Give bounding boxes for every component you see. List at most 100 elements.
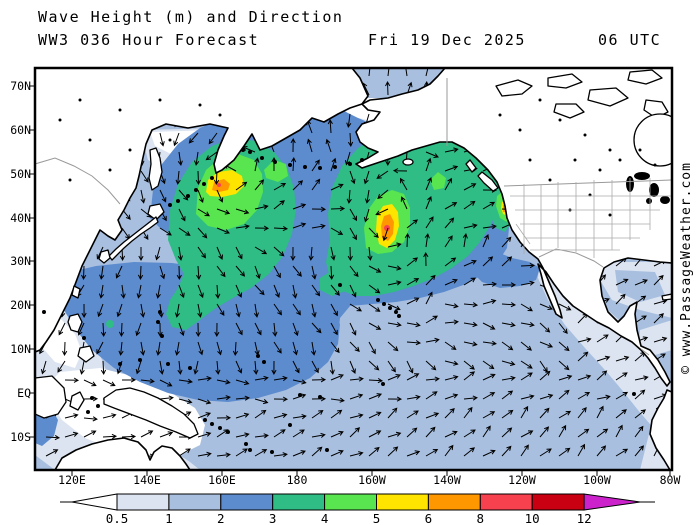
lon-tick-label: 140W bbox=[433, 473, 461, 487]
lat-tick-label: 70N bbox=[10, 79, 31, 93]
island-dot bbox=[248, 448, 252, 452]
lake-speck bbox=[608, 213, 612, 217]
luzon-island bbox=[67, 313, 83, 333]
island-dot bbox=[203, 418, 207, 422]
island-dot bbox=[90, 396, 94, 400]
colorbar-value-label: 4 bbox=[321, 511, 329, 525]
island-dot bbox=[194, 188, 198, 192]
new-guinea-island bbox=[103, 387, 199, 439]
island-dot bbox=[382, 302, 386, 306]
island-dot bbox=[270, 450, 274, 454]
north-america-landmass bbox=[355, 69, 671, 387]
colorbar-segment bbox=[427, 493, 481, 511]
guatemala-border bbox=[640, 348, 650, 356]
island-dot bbox=[318, 166, 322, 170]
lat-tick-label: 50N bbox=[10, 167, 31, 181]
taiwan-island bbox=[71, 285, 81, 299]
arctic-island bbox=[587, 87, 629, 107]
longitude-labels: 120E 140E 160E 180 160W 140W 120W 100W 80W bbox=[58, 470, 680, 487]
lon-tick-label: 160W bbox=[358, 473, 386, 487]
lake-speck bbox=[78, 98, 82, 102]
lake-speck bbox=[548, 178, 552, 182]
sakhalin-island bbox=[148, 147, 163, 191]
lake-speck bbox=[58, 118, 62, 122]
lat-tick-label: 10N bbox=[10, 342, 31, 356]
island-dot bbox=[96, 404, 100, 408]
asia-landmass bbox=[36, 69, 369, 353]
island-dot bbox=[226, 430, 230, 434]
colorbar-value-label: 8 bbox=[477, 511, 485, 525]
island-dot bbox=[138, 358, 142, 362]
island-dot bbox=[186, 194, 190, 198]
island-dot bbox=[303, 165, 307, 169]
model-forecast-label: WW3 036 Hour Forecast bbox=[38, 31, 260, 49]
island-dot bbox=[394, 310, 398, 314]
latitude-labels: 70N 60N 50N 40N 30N 20N 10N EQ 10S bbox=[10, 79, 35, 444]
colorbar-segment bbox=[479, 493, 533, 511]
island-dot bbox=[397, 314, 401, 318]
lake-speck bbox=[158, 98, 162, 102]
inland-lake-specks bbox=[58, 98, 657, 217]
island-dot bbox=[388, 306, 392, 310]
political-borders bbox=[36, 78, 671, 356]
lake-speck bbox=[583, 133, 587, 137]
colorbar-value-label: 2 bbox=[217, 511, 225, 525]
colorbar-value-label: 12 bbox=[577, 511, 592, 525]
colorbar-legend: 0.5 1 2 3 4 5 6 8 10 12 bbox=[60, 493, 655, 525]
island-dot bbox=[160, 334, 164, 338]
lat-tick-label: 60N bbox=[10, 123, 31, 137]
mindanao-island bbox=[77, 345, 95, 363]
island-dot bbox=[241, 148, 245, 152]
watermark-text: © www.PassageWeather.com bbox=[679, 162, 694, 374]
lake-speck bbox=[638, 148, 642, 152]
lake-speck bbox=[538, 98, 542, 102]
great-lake bbox=[646, 198, 652, 204]
lat-tick-label: 20N bbox=[10, 298, 31, 312]
lat-tick-label: EQ bbox=[17, 386, 31, 400]
colorbar-segment bbox=[220, 493, 274, 511]
arctic-island bbox=[553, 103, 585, 119]
australia-landmass bbox=[54, 437, 191, 469]
island-dot bbox=[218, 426, 222, 430]
kodiak-island bbox=[402, 158, 414, 166]
kyushu-island bbox=[98, 249, 111, 264]
lake-speck bbox=[118, 108, 122, 112]
island-dot bbox=[202, 182, 206, 186]
lake-speck bbox=[518, 128, 522, 132]
lake-speck bbox=[573, 158, 577, 162]
island-dot bbox=[156, 320, 160, 324]
colorbar-value-label: 3 bbox=[269, 511, 277, 525]
lon-tick-label: 180 bbox=[287, 473, 308, 487]
sulawesi-island bbox=[69, 391, 85, 411]
colorbar-right-arrow bbox=[583, 493, 641, 511]
lat-tick-label: 30N bbox=[10, 254, 31, 268]
lake-speck bbox=[218, 113, 222, 117]
lon-tick-label: 120E bbox=[58, 473, 86, 487]
lon-tick-label: 100W bbox=[583, 473, 611, 487]
colorbar-value-label: 6 bbox=[425, 511, 433, 525]
island-dot bbox=[86, 410, 90, 414]
island-dot bbox=[168, 203, 172, 207]
chart-title: Wave Height (m) and Direction bbox=[38, 8, 344, 26]
borneo-island bbox=[36, 375, 67, 419]
island-dot bbox=[248, 150, 252, 154]
colorbar-value-label: 0.5 bbox=[106, 511, 129, 525]
lon-tick-label: 160E bbox=[208, 473, 236, 487]
colorbar-left-arrow bbox=[71, 493, 118, 511]
island-dot bbox=[176, 199, 180, 203]
colorbar-segment bbox=[324, 493, 378, 511]
arctic-island bbox=[495, 79, 533, 97]
lat-tick-label: 40N bbox=[10, 211, 31, 225]
lon-tick-label: 120W bbox=[508, 473, 536, 487]
great-lake bbox=[634, 172, 650, 180]
island-dot bbox=[360, 158, 364, 162]
chart-header: Wave Height (m) and Direction WW3 036 Ho… bbox=[0, 0, 700, 58]
colorbar-segment bbox=[168, 493, 222, 511]
landmasses bbox=[36, 69, 671, 469]
forecast-utc: 06 UTC bbox=[598, 31, 662, 49]
island-dot bbox=[273, 160, 277, 164]
hudson-bay bbox=[633, 113, 671, 167]
island-dot bbox=[381, 382, 385, 386]
